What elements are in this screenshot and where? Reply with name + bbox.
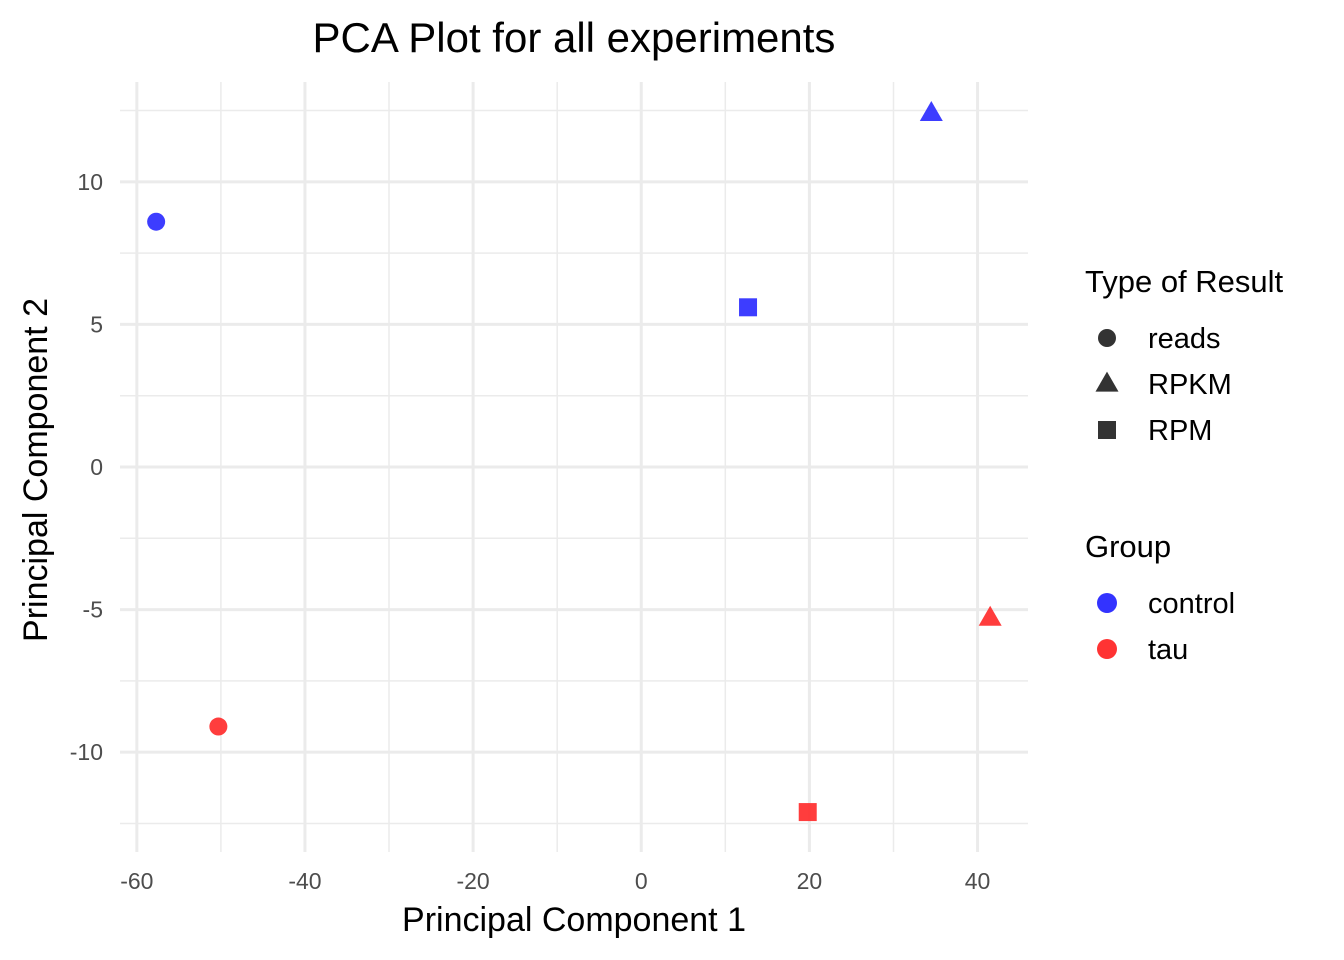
data-point — [798, 803, 817, 822]
data-point — [739, 298, 758, 317]
plot-grid — [120, 82, 1028, 852]
legend-color-label: tau — [1148, 634, 1188, 666]
legend-shape-label: reads — [1148, 323, 1221, 355]
y-tick-label: -10 — [70, 739, 103, 765]
data-point — [209, 717, 228, 736]
x-axis-title: Principal Component 1 — [402, 901, 746, 939]
x-tick-label: -20 — [456, 868, 489, 894]
y-tick-label: -5 — [83, 597, 103, 623]
legend-shape-title: Type of Result — [1085, 264, 1284, 299]
data-points — [147, 100, 1002, 822]
data-point — [919, 100, 943, 121]
y-tick-label: 0 — [90, 454, 103, 480]
y-axis-title: Principal Component 2 — [17, 298, 55, 642]
x-tick-label: -60 — [120, 868, 153, 894]
legend-circle-key — [1098, 329, 1116, 347]
legend-color-entries: control tau — [1097, 588, 1235, 666]
chart-title: PCA Plot for all experiments — [313, 14, 836, 61]
x-axis-ticks: -60 -40 -20 0 20 40 — [120, 868, 990, 894]
legend-shape-label: RPKM — [1148, 369, 1232, 401]
legend-color-key — [1097, 593, 1117, 613]
y-tick-label: 5 — [90, 311, 103, 337]
x-tick-label: 20 — [797, 868, 823, 894]
legend-triangle-key — [1095, 371, 1119, 392]
legend-color-key — [1097, 639, 1117, 659]
legend: Type of Result reads RPKM RPM Group contro… — [1085, 264, 1284, 666]
legend-square-key — [1098, 421, 1116, 439]
x-tick-label: 0 — [635, 868, 648, 894]
data-point — [147, 212, 166, 231]
legend-color-label: control — [1148, 588, 1235, 620]
x-tick-label: 40 — [965, 868, 991, 894]
legend-shape-label: RPM — [1148, 415, 1212, 447]
legend-shape-entries: reads RPKM RPM — [1095, 323, 1232, 447]
legend-color-title: Group — [1085, 529, 1171, 564]
data-point — [978, 605, 1002, 626]
x-tick-label: -40 — [288, 868, 321, 894]
y-tick-label: 10 — [77, 169, 103, 195]
y-axis-ticks: -10 -5 0 5 10 — [70, 169, 103, 765]
